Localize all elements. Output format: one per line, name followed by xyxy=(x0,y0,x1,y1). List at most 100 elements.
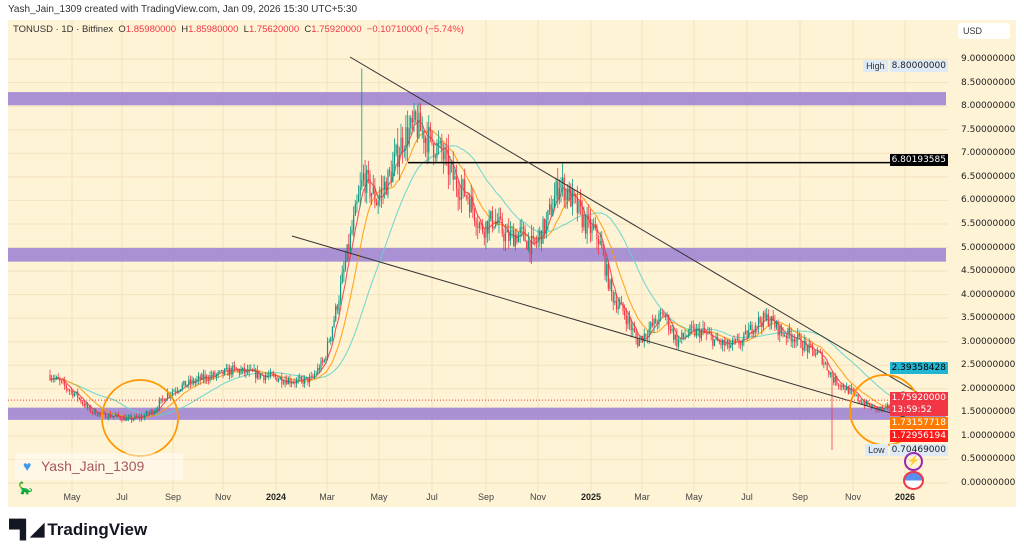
currency-selector[interactable]: USD xyxy=(958,23,1010,39)
candle xyxy=(193,379,195,384)
candle xyxy=(774,321,776,328)
highlight-circle xyxy=(101,379,179,457)
candle xyxy=(359,186,361,195)
candle xyxy=(251,369,254,372)
candle xyxy=(586,215,588,234)
candle xyxy=(513,230,515,247)
candle xyxy=(599,240,601,245)
candle xyxy=(806,345,809,353)
candle xyxy=(611,279,613,293)
candle xyxy=(224,368,226,375)
candle xyxy=(868,404,871,406)
candle xyxy=(619,303,621,307)
candle xyxy=(446,150,448,151)
symbol[interactable]: TONUSD · 1D · Bitfinex xyxy=(13,24,114,35)
price-tick: 7.50000000 xyxy=(961,124,1016,135)
candle xyxy=(83,403,85,407)
time-tick: Jul xyxy=(116,492,128,502)
lower-trendline xyxy=(291,235,929,425)
candle xyxy=(718,341,720,343)
support-resistance-zone xyxy=(8,247,946,262)
candle xyxy=(54,378,56,379)
lightning-event-icon[interactable]: ⚡ xyxy=(904,452,923,471)
time-tick: Nov xyxy=(214,492,232,502)
candle xyxy=(635,331,637,338)
candle xyxy=(304,377,306,384)
candle xyxy=(682,332,685,338)
time-tick: Mar xyxy=(634,492,650,502)
candle xyxy=(813,349,815,356)
price-tick: 4.00000000 xyxy=(961,289,1016,300)
candle xyxy=(52,378,54,380)
candle xyxy=(710,333,712,336)
candle xyxy=(114,415,116,417)
candle xyxy=(287,378,289,385)
candle xyxy=(379,194,381,201)
candle xyxy=(575,194,577,197)
candle xyxy=(573,189,575,195)
candle xyxy=(749,324,751,330)
candle xyxy=(642,336,644,342)
candle xyxy=(245,369,247,373)
candle xyxy=(581,206,583,228)
candle xyxy=(558,188,560,200)
candle xyxy=(717,337,719,342)
candle xyxy=(411,117,414,123)
candle xyxy=(762,312,765,328)
ohlc-legend: TONUSD · 1D · Bitfinex O1.85980000 H1.85… xyxy=(13,24,464,35)
candle xyxy=(416,119,418,137)
candle xyxy=(679,338,681,340)
ma-mid-line xyxy=(49,128,911,419)
candle xyxy=(291,382,293,384)
candle xyxy=(589,218,591,234)
candle xyxy=(451,163,453,165)
candle xyxy=(343,268,345,273)
price-tick: 1.00000000 xyxy=(961,430,1016,441)
candle xyxy=(516,234,518,243)
candle xyxy=(751,324,753,335)
candle xyxy=(310,375,312,377)
candle xyxy=(421,130,423,132)
candle xyxy=(673,328,675,340)
candle xyxy=(240,370,242,374)
candle xyxy=(808,343,810,353)
candle xyxy=(847,386,849,394)
candle xyxy=(131,416,133,421)
candle xyxy=(393,153,396,164)
candle xyxy=(315,373,317,375)
candle xyxy=(565,189,567,201)
ma-long-marker: 2.39358428 xyxy=(889,362,948,374)
candle xyxy=(132,419,134,421)
candle xyxy=(211,375,213,377)
candle xyxy=(811,344,814,350)
tradingview-logo[interactable]: ▀▌◢ TradingView xyxy=(9,519,147,540)
open-label: O xyxy=(118,24,126,35)
candle xyxy=(68,390,71,391)
candle xyxy=(486,221,489,234)
candle xyxy=(331,326,334,337)
candle xyxy=(297,378,299,380)
candle xyxy=(442,151,445,160)
candle xyxy=(829,372,831,375)
candle xyxy=(122,416,125,421)
candle xyxy=(849,388,851,394)
price-tick: 2.50000000 xyxy=(961,360,1016,371)
candle xyxy=(508,230,510,241)
candle xyxy=(514,234,516,247)
candle xyxy=(684,336,686,338)
candle xyxy=(111,416,113,418)
candle xyxy=(390,172,392,183)
candle xyxy=(485,221,487,238)
candle xyxy=(459,197,461,200)
candle xyxy=(284,380,286,384)
us-flag-event-icon[interactable] xyxy=(903,471,924,490)
candle xyxy=(725,343,727,346)
candle xyxy=(72,390,74,397)
candle xyxy=(116,414,118,416)
candle xyxy=(620,302,623,304)
candle xyxy=(503,233,505,242)
candle xyxy=(490,211,492,219)
candle xyxy=(325,357,327,360)
candle xyxy=(439,140,441,144)
